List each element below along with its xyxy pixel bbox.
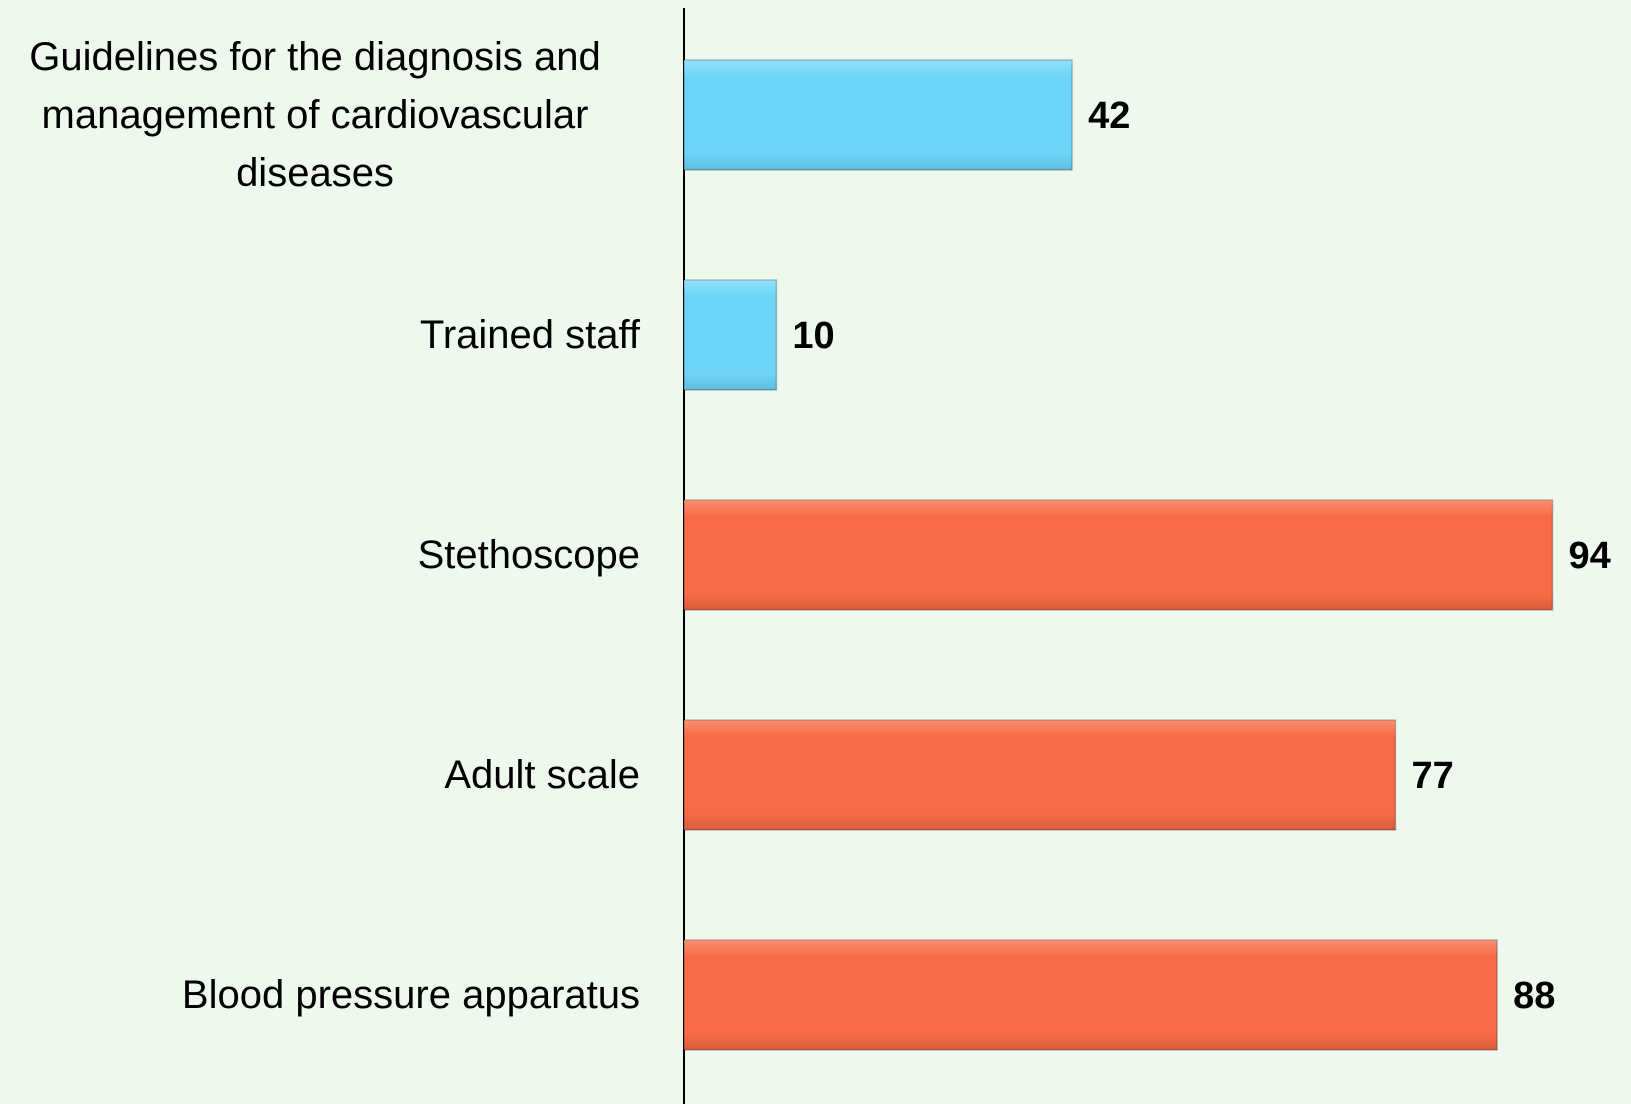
category-label: Blood pressure apparatus [181, 973, 640, 1017]
bar-group [683, 59, 1073, 171]
category-label-box: Trained staff [0, 235, 640, 435]
category-label: Stethoscope [417, 533, 640, 577]
value-label: 88 [1513, 975, 1555, 1017]
bar-group [683, 279, 778, 391]
bar-group [683, 939, 1498, 1051]
value-label: 10 [792, 315, 834, 357]
bar-shade [684, 940, 1498, 1050]
category-label-box: Guidelines for the diagnosis and managem… [0, 15, 640, 215]
category-label-box: Stethoscope [0, 455, 640, 655]
value-label: 42 [1088, 95, 1130, 137]
bar-shade [684, 280, 777, 390]
bar-shade [684, 500, 1553, 610]
category-label-box: Adult scale [0, 675, 640, 875]
category-label: Trained staff [419, 313, 640, 357]
value-label: 77 [1411, 755, 1453, 797]
bar-group [683, 499, 1554, 611]
value-label: 94 [1569, 535, 1611, 577]
category-label: Adult scale [444, 753, 640, 797]
bar-shade [684, 720, 1396, 830]
bar-group [683, 719, 1397, 831]
category-label-box: Blood pressure apparatus [0, 895, 640, 1095]
bar-shade [684, 60, 1073, 170]
category-label: Guidelines for the diagnosis and managem… [29, 35, 601, 195]
